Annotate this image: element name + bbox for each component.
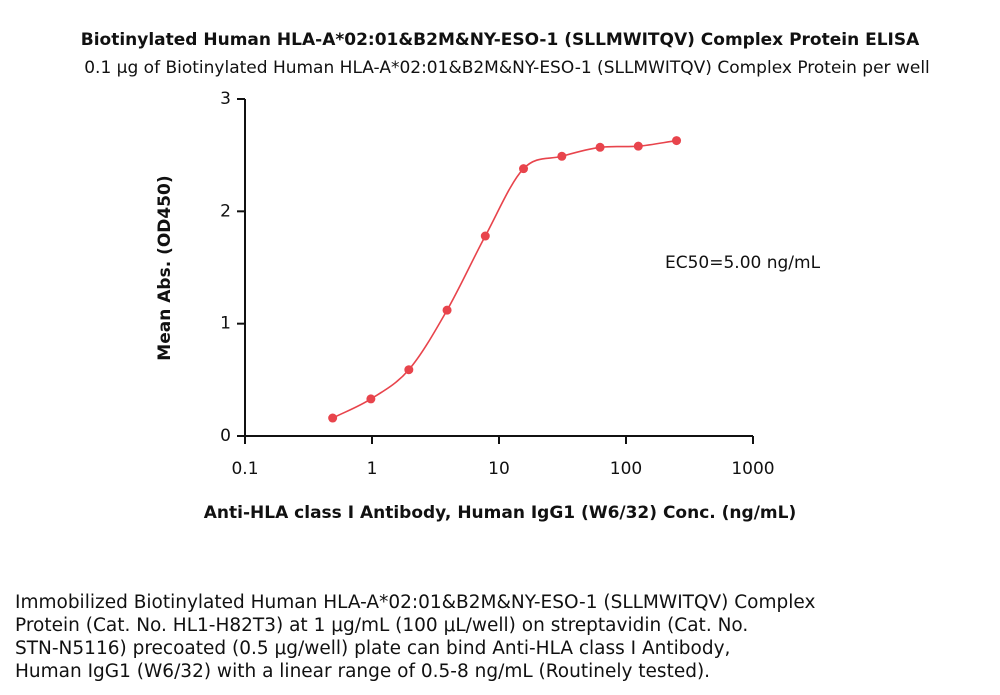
x-tick-label: 100 — [610, 459, 642, 479]
chart-subtitle: 0.1 μg of Biotinylated Human HLA-A*02:01… — [84, 58, 930, 78]
chart-title: Biotinylated Human HLA-A*02:01&B2M&NY-ES… — [81, 30, 920, 50]
caption-line: Protein (Cat. No. HL1-H82T3) at 1 μg/mL … — [15, 615, 748, 636]
x-tick-label: 0.1 — [231, 459, 258, 479]
data-point — [672, 136, 682, 146]
data-point — [480, 231, 490, 241]
y-tick-label: 0 — [220, 426, 231, 446]
caption-line: STN-N5116) precoated (0.5 μg/well) plate… — [15, 638, 730, 659]
data-point — [633, 141, 643, 151]
data-point — [404, 365, 414, 375]
x-tick-label: 10 — [488, 459, 510, 479]
y-tick-label: 1 — [220, 314, 231, 334]
data-point — [595, 142, 605, 152]
data-point — [557, 151, 567, 161]
x-tick-label: 1 — [367, 459, 378, 479]
annotation: EC50=5.00 ng/mL — [665, 253, 821, 273]
caption-line: Immobilized Biotinylated Human HLA-A*02:… — [15, 592, 815, 613]
caption-line: Human IgG1 (W6/32) with a linear range o… — [15, 661, 710, 682]
x-tick-label: 1000 — [731, 459, 774, 479]
data-point — [366, 394, 376, 404]
y-tick-label: 2 — [220, 201, 231, 221]
y-axis-label: Mean Abs. (OD450) — [155, 175, 175, 360]
fit-curve — [332, 139, 677, 419]
x-axis-label: Anti-HLA class I Antibody, Human IgG1 (W… — [204, 503, 796, 523]
y-tick-label: 3 — [220, 89, 231, 109]
data-point — [328, 413, 338, 423]
data-point — [442, 305, 452, 315]
data-point — [519, 164, 529, 174]
